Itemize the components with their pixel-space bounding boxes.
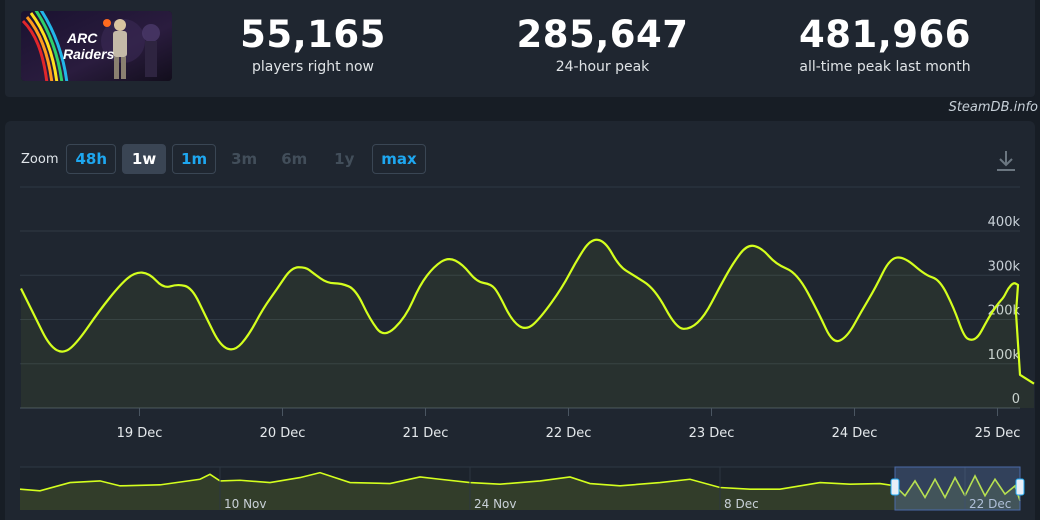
- stat-value: 55,165: [240, 13, 386, 56]
- navigator-area: [20, 472, 1020, 510]
- x-tick-label: 24 Dec: [832, 426, 878, 441]
- logo-text-arc: ARC: [66, 30, 98, 46]
- zoom-1y-button: 1y: [334, 150, 355, 168]
- navigator-tick-label: 22 Dec: [969, 497, 1011, 511]
- x-tick-label: 25 Dec: [975, 426, 1021, 441]
- stat-current-players: 55,165 players right now: [220, 13, 406, 76]
- stat-24h-peak: 285,647 24-hour peak: [495, 13, 710, 76]
- zoom-3m-button: 3m: [231, 150, 258, 168]
- y-tick-label: 100k: [988, 348, 1021, 363]
- stat-label: all-time peak last month: [799, 59, 971, 75]
- zoom-1w-button[interactable]: 1w: [122, 144, 167, 174]
- navigator-selection[interactable]: [894, 466, 1021, 511]
- x-tick-label: 23 Dec: [689, 426, 735, 441]
- zoom-6m-button: 6m: [281, 150, 308, 168]
- series-area: [21, 239, 1034, 408]
- zoom-controls: Zoom 48h 1w 1m 3m 6m 1y max: [21, 143, 432, 175]
- zoom-max-button[interactable]: max: [372, 144, 426, 174]
- stat-value: 285,647: [516, 13, 689, 56]
- y-tick-label: 300k: [988, 259, 1021, 274]
- steamdb-watermark: SteamDB.info: [948, 100, 1038, 115]
- stat-label: 24-hour peak: [555, 59, 650, 75]
- logo-text-raiders: Raiders: [63, 46, 115, 62]
- stats-panel: ARC Raiders 55,165 players right now 285…: [5, 0, 1035, 97]
- x-tick-label: 21 Dec: [403, 426, 449, 441]
- zoom-1m-button[interactable]: 1m: [172, 144, 217, 174]
- stat-label: players right now: [252, 59, 374, 75]
- navigator-tick-label: 10 Nov: [224, 497, 267, 511]
- navigator-line: [19, 471, 1021, 501]
- x-tick-label: 20 Dec: [260, 426, 306, 441]
- game-logo-image: ARC Raiders: [21, 11, 172, 81]
- series-line: [20, 238, 1035, 385]
- stat-value: 481,966: [798, 13, 972, 56]
- y-tick-label: 400k: [988, 215, 1021, 230]
- x-tick-label: 19 Dec: [117, 426, 163, 441]
- navigator-handle-right[interactable]: [1015, 478, 1025, 496]
- y-tick-label: 0: [1012, 392, 1020, 407]
- navigator-background: [20, 467, 1020, 510]
- game-thumbnail[interactable]: ARC Raiders: [21, 11, 172, 81]
- stat-alltime-peak: 481,966 all-time peak last month: [775, 13, 995, 76]
- chart-panel: Zoom 48h 1w 1m 3m 6m 1y max 0 100k 200k 300…: [5, 121, 1035, 520]
- navigator-tick-label: 8 Dec: [724, 497, 759, 511]
- zoom-label: Zoom: [21, 151, 59, 167]
- download-icon: [997, 151, 1015, 171]
- zoom-48h-button[interactable]: 48h: [66, 144, 117, 174]
- navigator-handle-left[interactable]: [890, 478, 900, 496]
- x-tick-label: 22 Dec: [546, 426, 592, 441]
- download-button[interactable]: [995, 149, 1017, 173]
- navigator-tick-label: 24 Nov: [474, 497, 517, 511]
